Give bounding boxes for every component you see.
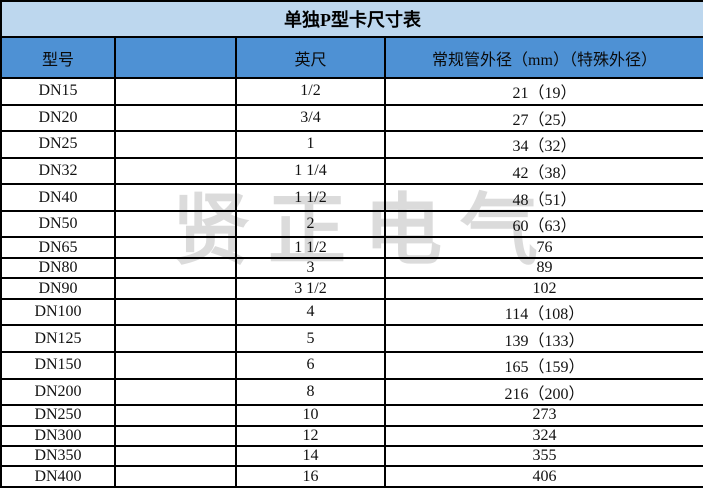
table-row: DN40 1 1/2 48（51） bbox=[0, 183, 703, 212]
table-row: DN90 3 1/2 102 bbox=[0, 277, 703, 300]
inch-cell: 4 bbox=[235, 297, 386, 327]
table-header-row: 型号 英尺 常规管外径（mm）（特殊外径） bbox=[0, 36, 703, 79]
diameter-cell: 165（159） bbox=[384, 350, 703, 380]
inch-cell: 10 bbox=[235, 404, 386, 427]
table-row: DN125 5 139（133） bbox=[0, 324, 703, 353]
inch-cell: 16 bbox=[235, 465, 386, 488]
empty-cell bbox=[114, 183, 237, 212]
table-row: DN200 8 216（200） bbox=[0, 377, 703, 407]
diameter-cell: 76 bbox=[384, 236, 703, 259]
model-cell: DN15 bbox=[0, 77, 116, 106]
empty-cell bbox=[114, 130, 237, 159]
table-row: DN100 4 114（108） bbox=[0, 297, 703, 327]
inch-cell: 5 bbox=[235, 324, 386, 353]
model-cell: DN200 bbox=[0, 377, 116, 407]
model-cell: DN125 bbox=[0, 324, 116, 353]
empty-cell bbox=[114, 103, 237, 133]
empty-cell bbox=[114, 465, 237, 488]
model-cell: DN65 bbox=[0, 236, 116, 259]
inch-cell: 3 bbox=[235, 256, 386, 280]
table-row: DN80 3 89 bbox=[0, 256, 703, 280]
diameter-cell: 406 bbox=[384, 465, 703, 488]
model-cell: DN250 bbox=[0, 404, 116, 427]
empty-cell bbox=[114, 77, 237, 106]
inch-cell: 2 bbox=[235, 209, 386, 239]
inch-cell: 1 bbox=[235, 130, 386, 159]
diameter-cell: 27（25） bbox=[384, 103, 703, 133]
table-row: DN350 14 355 bbox=[0, 444, 703, 468]
model-cell: DN50 bbox=[0, 209, 116, 239]
model-cell: DN90 bbox=[0, 277, 116, 300]
model-cell: DN150 bbox=[0, 350, 116, 380]
diameter-cell: 34（32） bbox=[384, 130, 703, 159]
table-row: DN25 1 34（32） bbox=[0, 130, 703, 159]
inch-cell: 1 1/4 bbox=[235, 156, 386, 186]
model-cell: DN300 bbox=[0, 424, 116, 447]
diameter-cell: 48（51） bbox=[384, 183, 703, 212]
empty-cell bbox=[114, 297, 237, 327]
empty-cell bbox=[114, 324, 237, 353]
model-cell: DN25 bbox=[0, 130, 116, 159]
table-row: DN400 16 406 bbox=[0, 465, 703, 488]
empty-cell bbox=[114, 404, 237, 427]
inch-cell: 3 1/2 bbox=[235, 277, 386, 300]
model-cell: DN80 bbox=[0, 256, 116, 280]
diameter-cell: 139（133） bbox=[384, 324, 703, 353]
header-cell-model: 型号 bbox=[0, 36, 116, 79]
table-row: DN150 6 165（159） bbox=[0, 350, 703, 380]
empty-cell bbox=[114, 444, 237, 468]
empty-cell bbox=[114, 424, 237, 447]
inch-cell: 1 1/2 bbox=[235, 236, 386, 259]
model-cell: DN100 bbox=[0, 297, 116, 327]
model-cell: DN350 bbox=[0, 444, 116, 468]
table-row: DN250 10 273 bbox=[0, 404, 703, 427]
inch-cell: 1/2 bbox=[235, 77, 386, 106]
table-row: DN20 3/4 27（25） bbox=[0, 103, 703, 133]
inch-cell: 14 bbox=[235, 444, 386, 468]
model-cell: DN32 bbox=[0, 156, 116, 186]
table-row: DN300 12 324 bbox=[0, 424, 703, 447]
diameter-cell: 114（108） bbox=[384, 297, 703, 327]
diameter-cell: 102 bbox=[384, 277, 703, 300]
table-body: DN15 1/2 21（19） DN20 3/4 27（25） DN25 1 3… bbox=[0, 77, 703, 488]
inch-cell: 3/4 bbox=[235, 103, 386, 133]
diameter-cell: 89 bbox=[384, 256, 703, 280]
inch-cell: 1 1/2 bbox=[235, 183, 386, 212]
diameter-cell: 273 bbox=[384, 404, 703, 427]
table-title: 单独P型卡尺寸表 bbox=[0, 0, 703, 38]
header-cell-blank bbox=[114, 36, 237, 79]
diameter-cell: 216（200） bbox=[384, 377, 703, 407]
table-row: DN50 2 60（63） bbox=[0, 209, 703, 239]
diameter-cell: 21（19） bbox=[384, 77, 703, 106]
diameter-cell: 60（63） bbox=[384, 209, 703, 239]
table-row: DN15 1/2 21（19） bbox=[0, 77, 703, 106]
diameter-cell: 324 bbox=[384, 424, 703, 447]
empty-cell bbox=[114, 277, 237, 300]
empty-cell bbox=[114, 156, 237, 186]
empty-cell bbox=[114, 350, 237, 380]
inch-cell: 8 bbox=[235, 377, 386, 407]
empty-cell bbox=[114, 236, 237, 259]
inch-cell: 12 bbox=[235, 424, 386, 447]
table-row: DN32 1 1/4 42（38） bbox=[0, 156, 703, 186]
header-cell-diameter: 常规管外径（mm）（特殊外径） bbox=[384, 36, 703, 79]
diameter-cell: 355 bbox=[384, 444, 703, 468]
empty-cell bbox=[114, 377, 237, 407]
table-row: DN65 1 1/2 76 bbox=[0, 236, 703, 259]
empty-cell bbox=[114, 256, 237, 280]
model-cell: DN400 bbox=[0, 465, 116, 488]
model-cell: DN40 bbox=[0, 183, 116, 212]
model-cell: DN20 bbox=[0, 103, 116, 133]
inch-cell: 6 bbox=[235, 350, 386, 380]
empty-cell bbox=[114, 209, 237, 239]
diameter-cell: 42（38） bbox=[384, 156, 703, 186]
header-cell-inch: 英尺 bbox=[235, 36, 386, 79]
table-title-row: 单独P型卡尺寸表 bbox=[0, 0, 703, 38]
